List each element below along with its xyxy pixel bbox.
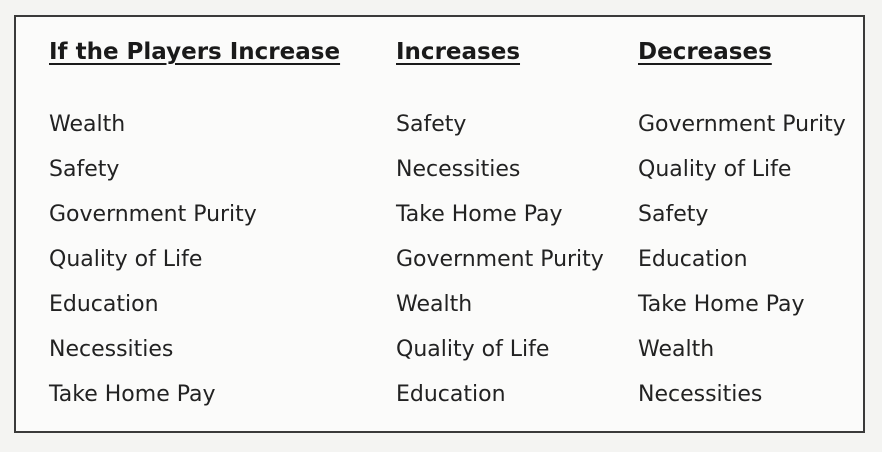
list-item: Necessities — [396, 157, 521, 182]
list-item: Wealth — [49, 112, 126, 137]
list-item: Wealth — [396, 292, 473, 317]
list-item: Quality of Life — [49, 247, 203, 272]
list-item: Take Home Pay — [49, 382, 216, 407]
list-item: Government Purity — [638, 112, 846, 137]
list-item: Take Home Pay — [396, 202, 563, 227]
list-item: Quality of Life — [638, 157, 792, 182]
list-item: Safety — [638, 202, 709, 227]
list-item: Safety — [49, 157, 120, 182]
list-item: Necessities — [49, 337, 174, 362]
list-item: Government Purity — [49, 202, 257, 227]
list-item: Safety — [396, 112, 467, 137]
list-item: Education — [638, 247, 748, 272]
list-item: Wealth — [638, 337, 715, 362]
column-heading: Increases — [396, 39, 521, 65]
list-item: Take Home Pay — [638, 292, 805, 317]
list-item: Education — [396, 382, 506, 407]
item-list: Wealth Safety Government Purity Quality … — [49, 110, 257, 425]
item-list: Government Purity Quality of Life Safety… — [638, 110, 846, 425]
column-heading: Decreases — [638, 39, 772, 65]
list-item: Government Purity — [396, 247, 604, 272]
list-item: Quality of Life — [396, 337, 550, 362]
list-item: Education — [49, 292, 159, 317]
table-frame: If the Players Increase Wealth Safety Go… — [14, 15, 865, 433]
column-heading: If the Players Increase — [49, 39, 341, 65]
list-item: Necessities — [638, 382, 763, 407]
item-list: Safety Necessities Take Home Pay Governm… — [396, 110, 604, 425]
